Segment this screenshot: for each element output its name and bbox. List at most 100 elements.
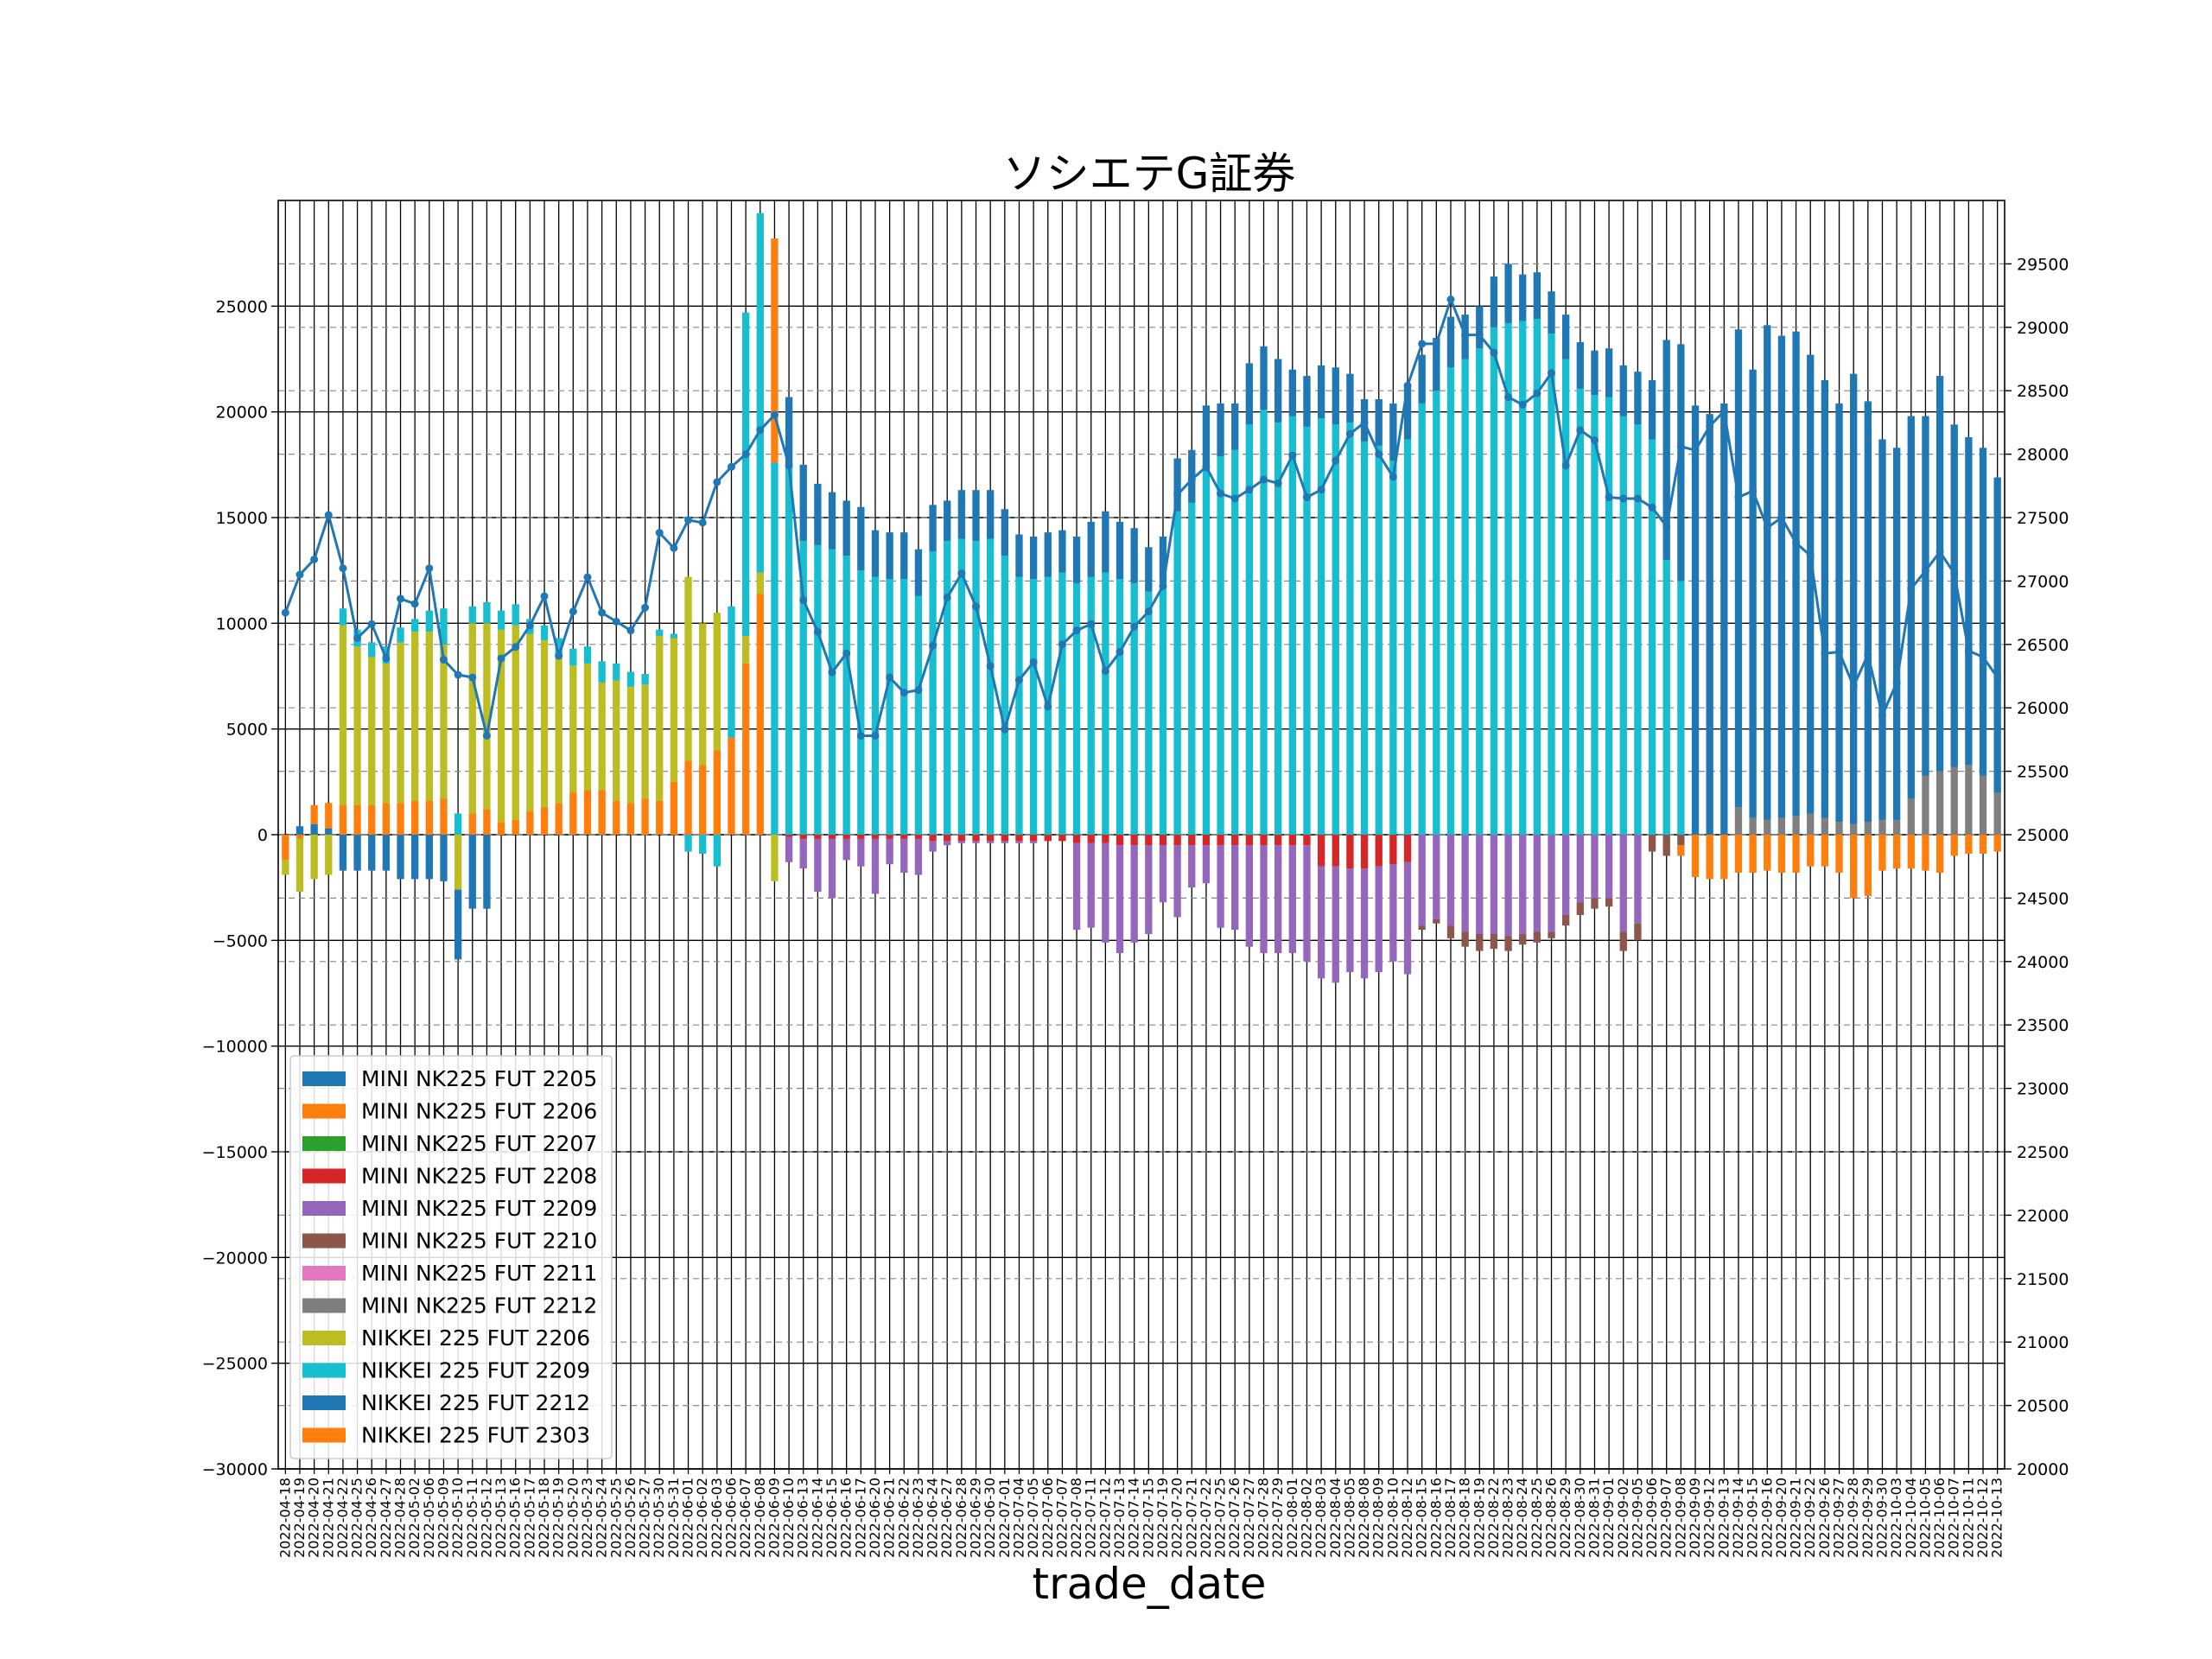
bar [741, 312, 750, 637]
bar [1231, 845, 1239, 931]
bar [1792, 331, 1800, 816]
bar [1993, 792, 2001, 835]
bar [483, 623, 491, 810]
line-point [1014, 676, 1023, 684]
x-tick-label: 2022-08-03 [1313, 1478, 1329, 1558]
bar [1519, 274, 1527, 321]
x-tick-label: 2022-07-22 [1198, 1478, 1214, 1558]
bar [1720, 835, 1728, 880]
bar [1605, 397, 1613, 835]
bar [1965, 835, 1973, 855]
x-tick-label: 2022-08-16 [1427, 1478, 1444, 1558]
bar [957, 841, 966, 843]
bar [1245, 424, 1254, 835]
bar [296, 835, 304, 839]
x-tick-label: 2022-06-20 [867, 1478, 883, 1558]
bar [1173, 511, 1181, 835]
bar [828, 835, 836, 839]
x-tick-label: 2022-10-11 [1960, 1478, 1976, 1558]
bar [1346, 835, 1354, 869]
line-point [1936, 548, 1944, 556]
bar [886, 838, 893, 865]
bar [944, 841, 951, 846]
bar [382, 803, 391, 835]
bar [1591, 395, 1599, 835]
bar [1950, 835, 1958, 856]
bar [296, 838, 304, 893]
bar [1260, 835, 1268, 846]
line-point [1217, 489, 1225, 498]
x-tick-label: 2022-06-27 [938, 1478, 955, 1558]
line-point [367, 620, 376, 628]
bar [397, 803, 404, 835]
axes: −30000 −25000 −20000 −15000 −10000 −5000 0 5000… [202, 200, 2069, 1558]
x-tick-label: 2022-09-09 [1687, 1478, 1703, 1558]
bar [353, 835, 361, 871]
bar [1231, 835, 1239, 846]
bar [728, 737, 735, 835]
bar [1519, 933, 1527, 945]
bar [1562, 835, 1570, 915]
x-tick-label: 2022-08-10 [1384, 1478, 1401, 1558]
bar [282, 835, 289, 861]
x-tick-label: 2022-05-30 [651, 1478, 667, 1558]
line-point [929, 641, 938, 650]
bar [310, 823, 318, 835]
bar [1648, 379, 1656, 440]
bar [1446, 367, 1455, 836]
bar [1691, 835, 1700, 877]
x-tick-label: 2022-09-28 [1845, 1478, 1861, 1558]
line-point [1719, 407, 1728, 416]
x-tick-label: 2022-07-19 [1154, 1478, 1171, 1558]
bar [972, 490, 980, 541]
line-point [1288, 451, 1297, 460]
bar [339, 608, 347, 626]
bar [1403, 439, 1412, 835]
bar [1029, 578, 1038, 835]
bar [728, 606, 735, 738]
bar [699, 835, 707, 855]
bar [1058, 572, 1066, 835]
bar [1576, 388, 1584, 836]
line-point [670, 543, 678, 552]
bar [756, 572, 764, 594]
bar [583, 646, 592, 664]
line-point [439, 655, 448, 664]
x-tick-label: 2022-06-28 [953, 1478, 969, 1558]
line-point [468, 673, 477, 682]
bar [1029, 537, 1038, 579]
bar [1922, 416, 1929, 776]
bar [1317, 866, 1325, 979]
bar [1777, 335, 1786, 818]
bar [1490, 933, 1498, 950]
bar [440, 608, 448, 645]
line-point [756, 426, 765, 435]
bar [799, 464, 807, 541]
bar [1403, 386, 1412, 440]
y-tick-label: −25000 [202, 1355, 268, 1374]
y2-tick-label: 27500 [2017, 509, 2069, 528]
y2-tick-label: 26000 [2017, 699, 2069, 718]
bar [1303, 426, 1311, 835]
bar [1764, 835, 1771, 871]
bar [1317, 365, 1325, 419]
bar [699, 623, 707, 766]
line-point [1432, 340, 1440, 348]
bar [1677, 845, 1685, 856]
legend-label: NIKKEI 225 FUT 2212 [361, 1390, 590, 1415]
x-tick-label: 2022-09-29 [1859, 1478, 1876, 1558]
x-tick-label: 2022-05-23 [579, 1478, 595, 1558]
bar [1015, 534, 1023, 577]
bar [1476, 933, 1484, 951]
bar [1001, 835, 1008, 842]
bar [900, 835, 908, 839]
bar [1562, 315, 1570, 359]
bar [440, 644, 448, 799]
y2-tick-label: 27000 [2017, 572, 2069, 591]
bar [929, 551, 937, 835]
bar [1922, 835, 1929, 871]
line-point [1187, 475, 1196, 484]
bar [1015, 576, 1023, 835]
bar [411, 835, 419, 880]
legend-swatch [302, 1201, 346, 1216]
